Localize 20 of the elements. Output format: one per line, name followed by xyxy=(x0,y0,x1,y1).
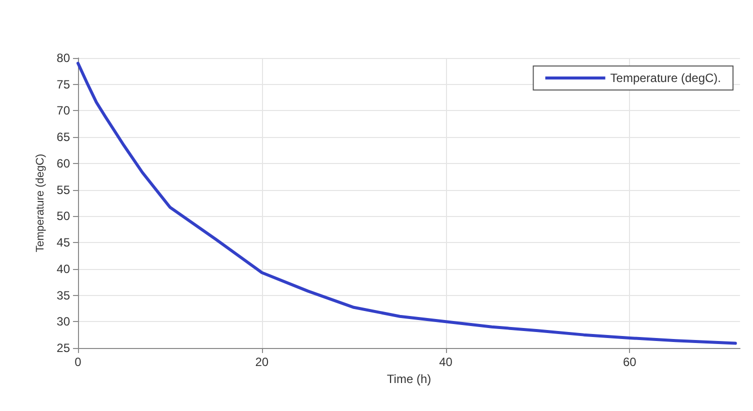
y-tick-label: 40 xyxy=(56,262,70,276)
y-tick-label: 60 xyxy=(56,156,70,170)
y-tick-label: 35 xyxy=(56,288,70,302)
y-tick-label: 30 xyxy=(56,314,70,329)
y-tick-label: 25 xyxy=(56,341,70,355)
y-tick-label: 80 xyxy=(56,51,70,65)
y-axis-title: Temperature (degC) xyxy=(34,154,46,252)
y-tick-label: 45 xyxy=(56,236,70,250)
line-series xyxy=(76,62,737,345)
x-tick-label: 0 xyxy=(74,355,82,369)
y-tick-label: 70 xyxy=(56,104,70,118)
x-tick-label: 40 xyxy=(439,355,453,369)
y-tick-label: 55 xyxy=(56,182,70,197)
legend-label: Temperature (degC). xyxy=(610,71,722,85)
y-tick-label: 75 xyxy=(56,77,70,92)
x-tick-label: 60 xyxy=(622,355,637,369)
y-tick-label: 65 xyxy=(56,130,70,144)
x-tick-label: 20 xyxy=(255,355,269,369)
x-axis-title: Time (h) xyxy=(386,372,432,386)
y-tick-label: 50 xyxy=(56,209,70,224)
